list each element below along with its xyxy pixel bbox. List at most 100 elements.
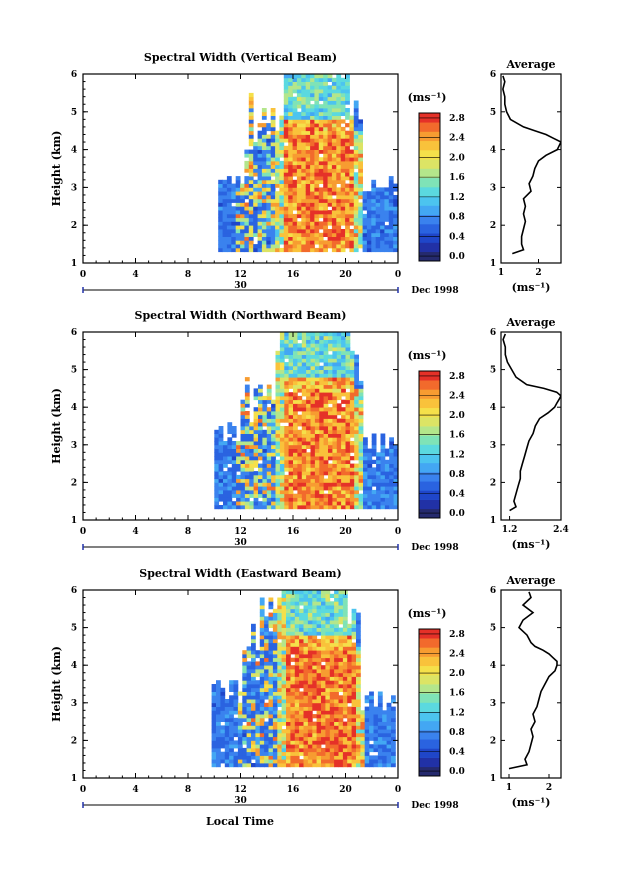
heatmap-cell: [244, 236, 250, 241]
heatmap-cell: [226, 202, 232, 207]
heatmap-cell: [251, 763, 256, 768]
heatmap-cell: [362, 229, 368, 234]
heatmap-cell: [301, 414, 307, 419]
heatmap-cell: [314, 456, 320, 461]
heatmap-cell: [321, 680, 326, 685]
heatmap-cell: [279, 123, 285, 128]
heatmap-cell: [373, 740, 379, 745]
heatmap-cell: [353, 138, 359, 143]
heatmap-cell: [393, 247, 398, 253]
average-y-tick-label: 4: [490, 661, 496, 671]
heatmap-cell: [314, 89, 320, 94]
heatmap-cell: [380, 236, 385, 241]
heatmap-cell: [380, 244, 385, 249]
heatmap-cell: [325, 657, 331, 662]
heatmap-cell: [306, 505, 311, 510]
heatmap-cell: [310, 411, 316, 416]
heatmap-cell: [328, 407, 333, 412]
heatmap-cell: [223, 501, 228, 506]
heatmap-cell: [332, 452, 338, 457]
heatmap-cell: [292, 74, 298, 79]
heatmap-cell: [297, 441, 303, 446]
heatmap-cell: [294, 763, 300, 768]
heatmap-cell: [336, 160, 342, 166]
heatmap-cell: [288, 456, 294, 461]
heatmap-cell: [292, 145, 298, 150]
heatmap-cell: [340, 126, 346, 132]
heatmap-cell: [255, 740, 261, 745]
heatmap-cell: [371, 240, 377, 245]
heatmap-cell: [266, 478, 272, 483]
heatmap-cell: [216, 729, 221, 734]
heatmap-cell: [349, 115, 355, 120]
heatmap-cell: [306, 354, 311, 359]
heatmap-cell: [338, 642, 344, 647]
heatmap-cell: [294, 608, 300, 613]
heatmap-cell: [248, 108, 254, 113]
heatmap-cell: [323, 422, 329, 427]
heatmap-cell: [356, 684, 361, 689]
heatmap-cell: [318, 126, 324, 132]
heatmap-cell: [288, 384, 294, 389]
heatmap-cell: [270, 119, 276, 124]
heatmap-cell: [264, 616, 269, 621]
heatmap-cell: [251, 650, 256, 655]
heatmap-cell: [271, 467, 276, 472]
heatmap-cell: [327, 108, 333, 113]
heatmap-cell: [258, 392, 263, 397]
heatmap-cell: [306, 411, 311, 416]
heatmap-cell: [351, 627, 357, 632]
heatmap-cell: [363, 448, 368, 453]
heatmap-cell: [288, 471, 294, 476]
heatmap-cell: [296, 183, 302, 188]
heatmap-cell: [389, 437, 394, 442]
heatmap-cell: [310, 191, 315, 196]
heatmap-cell: [284, 399, 290, 404]
heatmap-cell: [237, 732, 243, 738]
heatmap-cell: [389, 482, 394, 487]
heatmap-cell: [367, 474, 373, 480]
heatmap-cell: [336, 467, 342, 472]
heatmap-cell: [323, 497, 329, 502]
heatmap-cell: [297, 335, 303, 340]
heatmap-cell: [258, 463, 263, 468]
heatmap-cell: [332, 429, 338, 434]
heatmap-cell: [327, 89, 333, 94]
heatmap-cell: [341, 489, 346, 495]
heatmap-cell: [310, 89, 315, 94]
heatmap-cell: [325, 620, 331, 625]
heatmap-cell: [353, 108, 359, 113]
heatmap-cell: [345, 244, 350, 249]
heatmap-cell: [233, 763, 239, 768]
heatmap-cell: [275, 160, 280, 166]
heatmap-cell: [292, 247, 298, 253]
heatmap-cell: [231, 486, 237, 491]
colorbar-segment: [419, 205, 440, 216]
heatmap-cell: [286, 717, 291, 722]
heatmap-cell: [227, 444, 233, 449]
heatmap-cell: [288, 168, 293, 173]
heatmap-cell: [318, 179, 324, 184]
heatmap-cell: [345, 100, 350, 105]
heatmap-cell: [338, 687, 344, 692]
heatmap-cell: [218, 474, 224, 480]
heatmap-cell: [293, 429, 298, 434]
heatmap-cell: [382, 747, 387, 753]
heatmap-cell: [336, 108, 342, 113]
heatmap-cell: [341, 482, 346, 487]
heatmap-cell: [249, 463, 255, 468]
heatmap-cell: [240, 422, 246, 427]
heatmap-cell: [336, 168, 342, 173]
heatmap-cell: [296, 81, 302, 86]
heatmap-cell: [262, 414, 268, 419]
heatmap-cell: [349, 164, 355, 169]
heatmap-cell: [236, 456, 241, 461]
heatmap-cell: [294, 714, 300, 719]
heatmap-cell: [275, 377, 281, 382]
heatmap-cell: [323, 478, 329, 483]
heatmap-cell: [231, 448, 237, 453]
heatmap-cell: [283, 85, 289, 90]
heatmap-cell: [284, 377, 290, 382]
heatmap-cell: [284, 384, 290, 389]
heatmap-cell: [345, 198, 350, 203]
